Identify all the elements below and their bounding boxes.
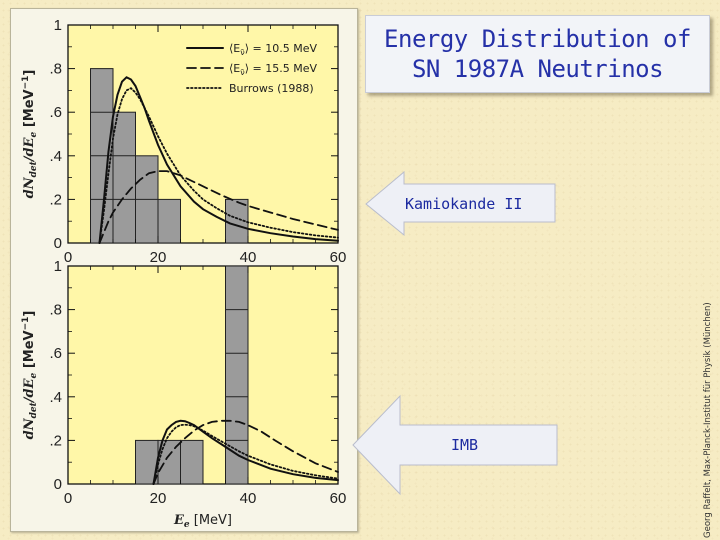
histogram-bar-bottom-3 <box>225 265 249 485</box>
y-tick-label-top: .4 <box>49 148 62 165</box>
y-tick-label-bottom: .6 <box>49 345 62 362</box>
x-tick-label-bottom: 20 <box>150 490 167 507</box>
spectrum-curve-dotted-bottom <box>152 423 339 485</box>
x-tick-label-top: 0 <box>64 249 72 266</box>
y-tick-label-bottom: 1 <box>54 258 62 275</box>
x-tick-label-bottom: 0 <box>64 490 72 507</box>
histogram-bar-top-1 <box>112 111 136 244</box>
slide-title-box: Energy Distribution of SN 1987A Neutrino… <box>365 15 710 93</box>
y-tick-label-top: 0 <box>54 235 62 252</box>
spectrum-curve-dashed-bottom <box>152 419 339 485</box>
legend-label-dotted: Burrows (1988) <box>229 82 314 95</box>
y-tick-label-top: .6 <box>49 104 62 121</box>
spectrum-curve-dotted-top <box>98 87 339 244</box>
figure-panel: 0 20 40 60 0 .2 .4 .6 .8 1 dNdet/dEe [MeV−1] ⟨Eν̄⟩ … <box>10 8 358 532</box>
spectrum-curve-dashed-top <box>98 170 339 244</box>
slide-title-line-1: Energy Distribution of <box>384 25 691 53</box>
y-tick-label-bottom: .8 <box>49 302 62 319</box>
y-axis-title-bottom: dNdet/dEe [MeV−1] <box>21 311 39 440</box>
x-tick-label-bottom: 40 <box>240 490 257 507</box>
spectrum-curve-solid-bottom <box>152 419 339 485</box>
x-axis-title: Ee [MeV] <box>173 513 232 530</box>
legend-label-solid: ⟨Eν̄⟩ = 10.5 MeV <box>229 42 317 57</box>
spectrum-curve-solid-top <box>98 76 339 244</box>
y-tick-label-bottom: .4 <box>49 389 62 406</box>
x-tick-label-top: 20 <box>150 249 167 266</box>
histogram-bar-top-3 <box>157 198 181 244</box>
y-axis-title-top: dNdet/dEe [MeV−1] <box>21 70 39 199</box>
x-tick-label-top: 60 <box>330 249 347 266</box>
slide-title-line-2: SN 1987A Neutrinos <box>411 55 664 83</box>
author-credit: Georg Raffelt, Max-Planck-Institut für P… <box>703 302 713 538</box>
y-tick-label-bottom: 0 <box>54 476 62 493</box>
legend-label-dashed: ⟨Eν̄⟩ = 15.5 MeV <box>229 62 317 77</box>
x-tick-label-bottom: 60 <box>330 490 347 507</box>
x-tick-label-top: 40 <box>240 249 257 266</box>
y-tick-label-top: .2 <box>49 191 62 208</box>
imb-label: IMB <box>451 436 479 454</box>
energy-distribution-plots: 0 20 40 60 0 .2 .4 .6 .8 1 dNdet/dEe [MeV−1] ⟨Eν̄⟩ … <box>21 17 347 530</box>
histogram-bar-bottom-2 <box>180 439 204 485</box>
y-tick-label-top: 1 <box>54 17 62 34</box>
y-tick-label-bottom: .2 <box>49 432 62 449</box>
kamiokande-label: Kamiokande II <box>405 195 523 213</box>
y-tick-label-top: .8 <box>49 61 62 78</box>
